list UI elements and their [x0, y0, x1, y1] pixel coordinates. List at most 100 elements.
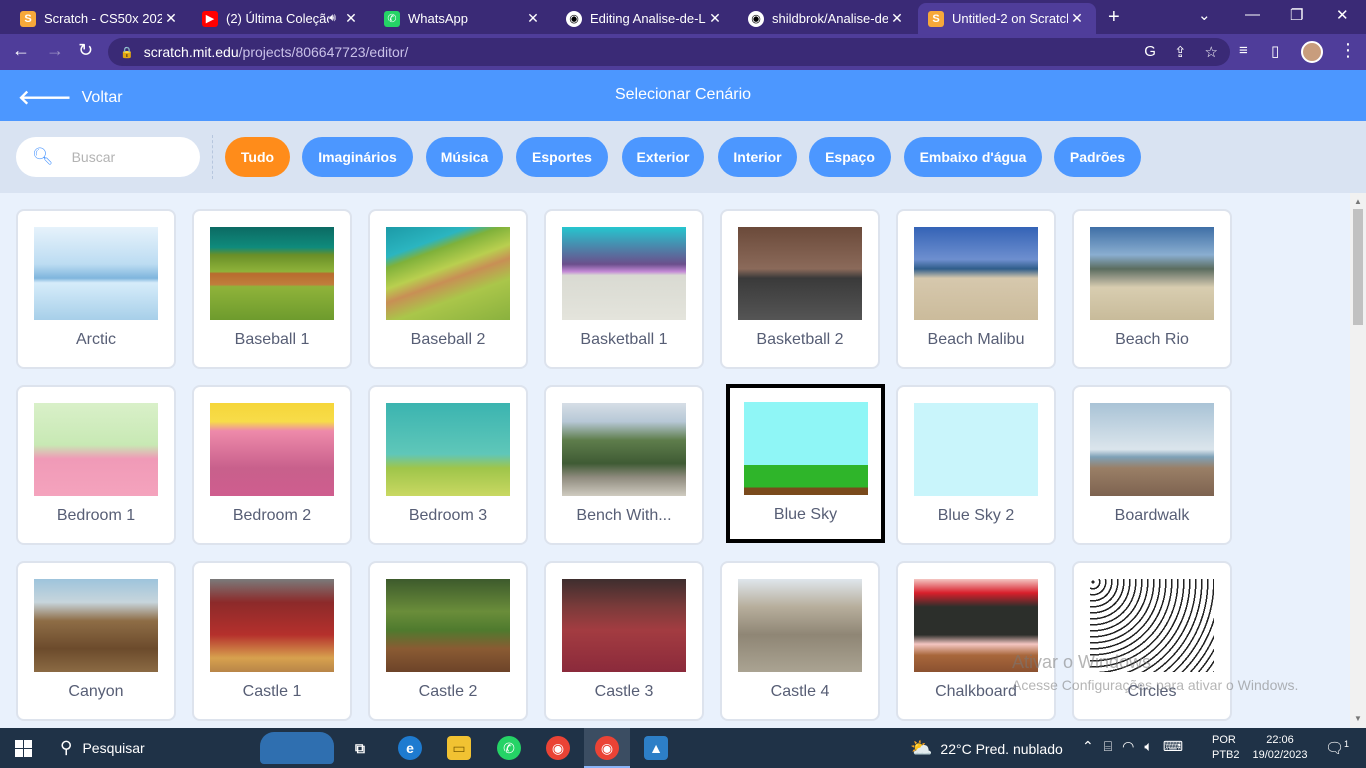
- backdrop-card[interactable]: Beach Malibu: [896, 209, 1056, 369]
- library-header: 🡐 Voltar Selecionar Cenário: [0, 70, 1366, 121]
- photos-icon[interactable]: ▲: [644, 736, 668, 760]
- backdrop-card[interactable]: Canyon: [16, 561, 176, 721]
- tab-title: WhatsApp: [408, 11, 468, 26]
- url-field[interactable]: 🔒 scratch.mit.edu/projects/806647723/edi…: [108, 38, 1230, 66]
- tag-8[interactable]: Padrões: [1054, 137, 1141, 177]
- weather-widget[interactable]: ⛅ 22°C Pred. nublado: [910, 738, 1063, 759]
- browser-tab[interactable]: ✆ WhatsApp ✕: [374, 3, 552, 34]
- backdrop-card[interactable]: Bench With...: [544, 385, 704, 545]
- bookmark-star-icon[interactable]: ☆: [1204, 44, 1218, 61]
- edge-icon[interactable]: e: [398, 736, 422, 760]
- backdrop-card[interactable]: Bedroom 1: [16, 385, 176, 545]
- forward-arrow-icon[interactable]: →: [46, 40, 64, 60]
- back-arrow-icon: 🡐: [18, 87, 72, 109]
- clock[interactable]: 22:06 19/02/2023: [1250, 733, 1310, 763]
- backdrop-card[interactable]: Castle 4: [720, 561, 880, 721]
- browser-tab[interactable]: ◉ shildbrok/Analise-de-l ✕: [738, 3, 916, 34]
- whatsapp-icon[interactable]: ✆: [497, 736, 521, 760]
- tab-close-icon[interactable]: ✕: [165, 10, 177, 26]
- reload-icon[interactable]: ↻: [78, 40, 94, 60]
- backdrop-name: Basketball 2: [756, 331, 844, 348]
- browser-tab[interactable]: S Untitled-2 on Scratch ✕: [918, 3, 1096, 34]
- backdrop-card[interactable]: Castle 1: [192, 561, 352, 721]
- taskbar-search[interactable]: ⚲ Pesquisar: [48, 728, 338, 768]
- browser-tab[interactable]: ◉ Editing Analise-de-L-g ✕: [556, 3, 734, 34]
- browser-tab[interactable]: ▶ (2) Última Coleção 🔊︎ ✕: [192, 3, 370, 34]
- windows-start-icon[interactable]: [15, 740, 32, 757]
- minimize-icon[interactable]: —: [1245, 6, 1260, 23]
- backdrop-name: Blue Sky: [773, 506, 838, 523]
- browser-tab[interactable]: S Scratch - CS50x 2023 ✕: [10, 3, 190, 34]
- backdrop-card[interactable]: Baseball 2: [368, 209, 528, 369]
- scrollbar-thumb[interactable]: [1353, 209, 1363, 325]
- backdrop-card[interactable]: Basketball 1: [544, 209, 704, 369]
- backdrop-card[interactable]: Chalkboard: [896, 561, 1056, 721]
- tag-1[interactable]: Imaginários: [302, 137, 413, 177]
- tab-close-icon[interactable]: ✕: [527, 10, 539, 26]
- tab-close-icon[interactable]: ✕: [345, 10, 357, 26]
- language-indicator[interactable]: POR PTB2: [1212, 733, 1240, 763]
- scrollbar[interactable]: ▲ ▼: [1350, 193, 1366, 728]
- window-close-icon[interactable]: ✕: [1336, 7, 1349, 24]
- backdrop-card[interactable]: Baseball 1: [192, 209, 352, 369]
- scroll-up-icon[interactable]: ▲: [1354, 197, 1362, 206]
- maximize-icon[interactable]: ❐: [1290, 7, 1304, 24]
- tag-2[interactable]: Música: [426, 137, 503, 177]
- backdrop-card[interactable]: Arctic: [16, 209, 176, 369]
- share-icon[interactable]: ⇪: [1173, 44, 1187, 61]
- task-view-icon[interactable]: ⧉: [355, 739, 365, 756]
- backdrop-thumbnail: [1090, 579, 1214, 672]
- tab-title: Untitled-2 on Scratch: [952, 11, 1068, 26]
- scroll-down-icon[interactable]: ▼: [1354, 714, 1362, 723]
- back-button[interactable]: 🡐 Voltar: [18, 85, 123, 110]
- tag-4[interactable]: Exterior: [622, 137, 704, 177]
- tab-close-icon[interactable]: ✕: [891, 10, 903, 26]
- whatsapp-icon: ✆: [384, 10, 400, 27]
- back-arrow-icon[interactable]: ←: [12, 40, 30, 60]
- tab-search-icon[interactable]: ⌄: [1198, 7, 1211, 24]
- backdrop-card[interactable]: Blue Sky 2: [896, 385, 1056, 545]
- backdrop-thumbnail: [562, 579, 686, 672]
- backdrop-name: Beach Rio: [1115, 331, 1189, 348]
- backdrop-name: Castle 1: [242, 683, 302, 700]
- backdrop-card[interactable]: Bedroom 3: [368, 385, 528, 545]
- backdrop-card[interactable]: Boardwalk: [1072, 385, 1232, 545]
- volume-icon[interactable]: 🔈︎: [1144, 738, 1153, 754]
- tag-5[interactable]: Interior: [718, 137, 797, 177]
- network-icon[interactable]: ⌸: [1103, 738, 1113, 754]
- chrome-profile-icon[interactable]: ◉: [595, 736, 619, 760]
- file-explorer-icon[interactable]: ▭: [447, 736, 471, 760]
- browser-menu-icon[interactable]: ⋮: [1339, 40, 1357, 60]
- backdrop-card[interactable]: Bedroom 2: [192, 385, 352, 545]
- keyboard-icon[interactable]: ⌨: [1162, 738, 1183, 754]
- tag-7[interactable]: Embaixo d'água: [904, 137, 1042, 177]
- backdrop-thumbnail: [34, 579, 158, 672]
- notification-count: 1: [1344, 739, 1350, 749]
- tab-close-icon[interactable]: ✕: [709, 10, 721, 26]
- system-tray: ⌃ ⌸ ◠ 🔈︎ ⌨: [1082, 738, 1183, 755]
- url-path: /projects/806647723/editor/: [238, 44, 409, 60]
- media-control-icon[interactable]: ≡: [1239, 42, 1248, 59]
- profile-avatar[interactable]: [1301, 41, 1323, 63]
- tag-0[interactable]: Tudo: [225, 137, 290, 177]
- tab-title: Editing Analise-de-L-g: [590, 11, 706, 26]
- backdrop-name: Arctic: [76, 331, 116, 348]
- backdrop-card[interactable]: Blue Sky: [726, 384, 885, 543]
- new-tab-button[interactable]: +: [1108, 6, 1120, 28]
- backdrop-card[interactable]: Circles: [1072, 561, 1232, 721]
- tab-close-icon[interactable]: ✕: [1071, 10, 1083, 26]
- wifi-icon[interactable]: ◠: [1122, 738, 1135, 754]
- side-panel-icon[interactable]: ▯: [1271, 43, 1280, 60]
- backdrop-card[interactable]: Beach Rio: [1072, 209, 1232, 369]
- backdrop-card[interactable]: Castle 2: [368, 561, 528, 721]
- tag-6[interactable]: Espaço: [809, 137, 891, 177]
- search-input[interactable]: 🔍︎ Buscar: [16, 137, 200, 177]
- chrome-icon[interactable]: ◉: [546, 736, 570, 760]
- audio-playing-icon[interactable]: 🔊︎: [329, 12, 336, 24]
- tag-3[interactable]: Esportes: [516, 137, 608, 177]
- google-icon[interactable]: G: [1144, 43, 1156, 60]
- show-hidden-icon[interactable]: ⌃: [1082, 738, 1094, 754]
- backdrop-card[interactable]: Basketball 2: [720, 209, 880, 369]
- backdrop-card[interactable]: Castle 3: [544, 561, 704, 721]
- notification-center-icon[interactable]: 🗨︎1: [1325, 739, 1350, 757]
